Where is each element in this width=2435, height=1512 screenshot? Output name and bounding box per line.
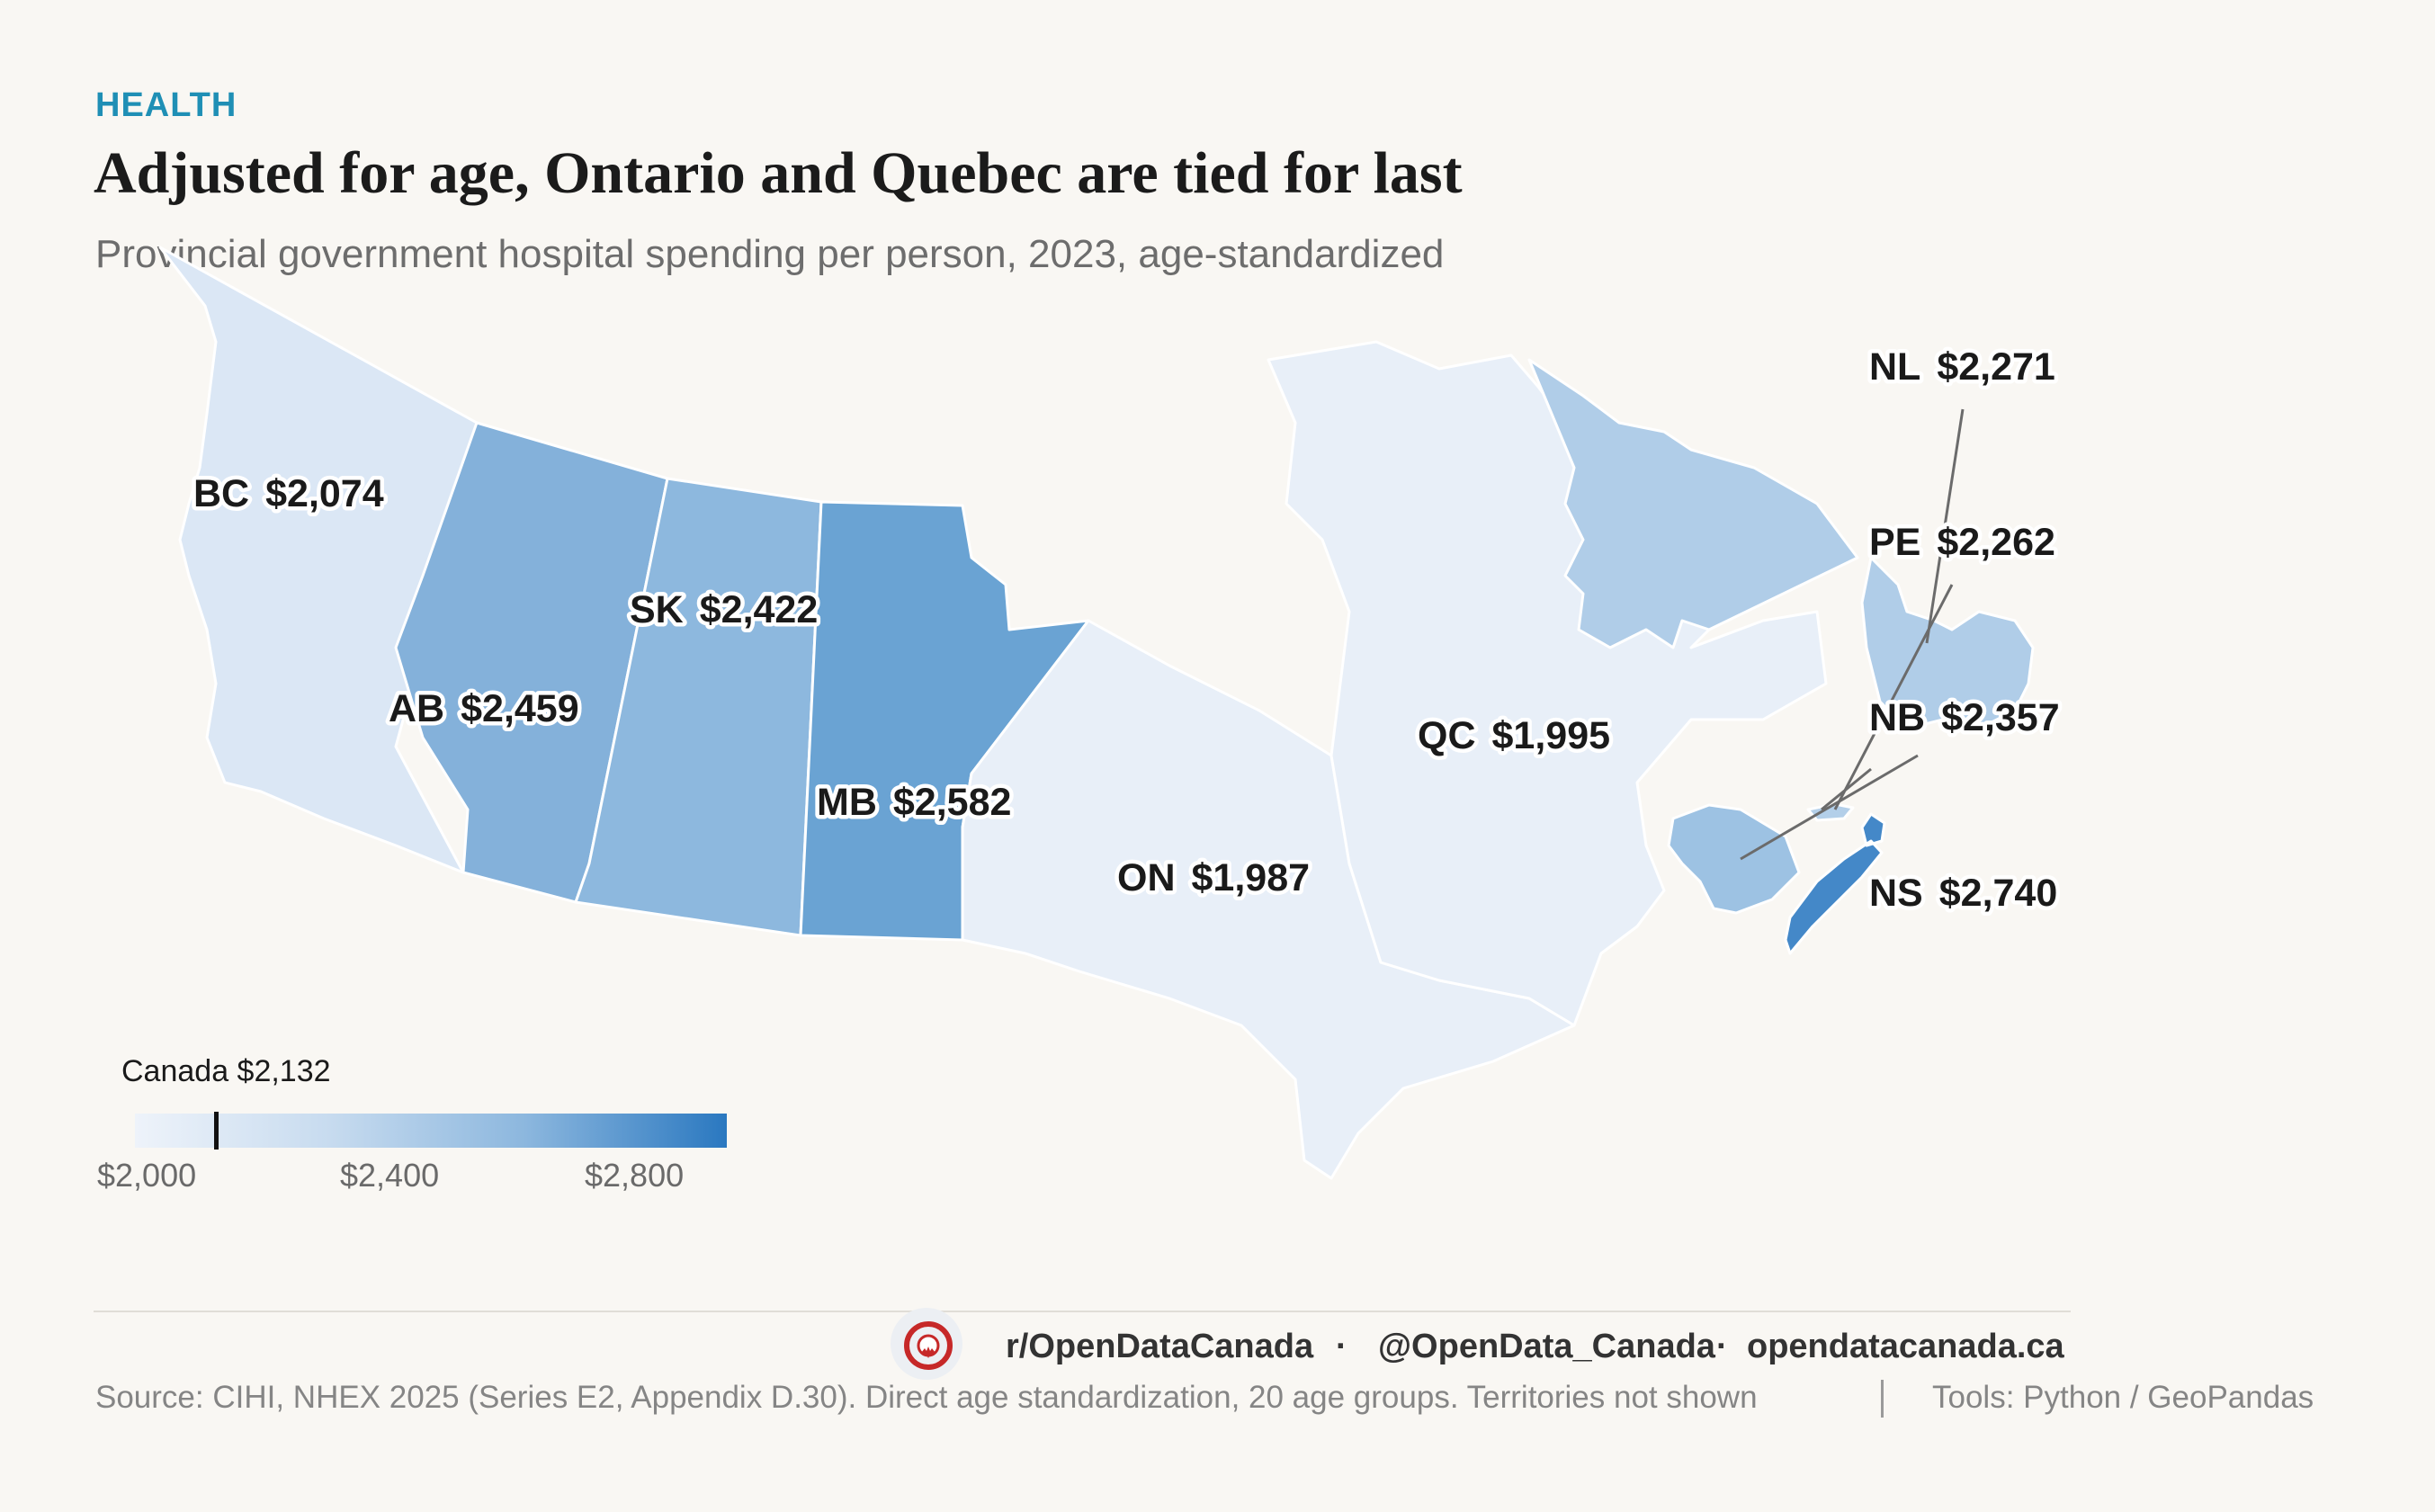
legend-tick-2400: $2,400 — [340, 1157, 440, 1194]
province-sk — [574, 477, 823, 937]
leader-line-nl — [1925, 408, 1965, 644]
legend-title: Canada $2,132 — [121, 1054, 331, 1088]
website-link[interactable]: opendatacanada.ca — [1747, 1328, 2064, 1365]
leader-line-nb — [1740, 754, 1919, 861]
province-ns — [1784, 812, 1886, 955]
footer-divider — [94, 1311, 2071, 1312]
chart-subtitle: Provincial government hospital spending … — [95, 232, 1445, 276]
source-note: Source: CIHI, NHEX 2025 (Series E2, Appe… — [95, 1380, 1758, 1415]
open-data-canada-logo-icon — [891, 1308, 962, 1380]
province-nl — [1527, 358, 1859, 649]
source-divider — [1881, 1380, 1884, 1418]
footer-separator: · — [1336, 1328, 1347, 1365]
label-qc: QC $1,995 — [1418, 714, 1610, 757]
chart-title: Adjusted for age, Ontario and Quebec are… — [94, 140, 1463, 206]
label-pe: PE $2,262 — [1869, 521, 2055, 564]
label-ab: AB $2,459 — [389, 687, 579, 730]
province-nl-island — [1860, 556, 2035, 730]
legend-national-marker — [214, 1112, 219, 1150]
footer-separator: · — [1716, 1328, 1728, 1365]
label-mb: MB $2,582 — [817, 781, 1011, 824]
label-nl: NL $2,271 — [1869, 345, 2055, 389]
label-ns: NS $2,740 — [1869, 872, 2057, 915]
label-bc: BC $2,074 — [193, 472, 384, 515]
reddit-link[interactable]: r/OpenDataCanada — [1006, 1328, 1314, 1365]
leader-line-pe — [1833, 584, 1954, 810]
twitter-link[interactable]: @OpenData_Canada — [1378, 1328, 1715, 1365]
leader-line-ns — [1821, 767, 1872, 811]
label-sk: SK $2,422 — [630, 588, 818, 631]
legend-color-bar — [135, 1114, 727, 1148]
label-nb: NB $2,357 — [1869, 696, 2060, 739]
legend-tick-2800: $2,800 — [585, 1157, 685, 1194]
tools-note: Tools: Python / GeoPandas — [1932, 1380, 2314, 1415]
province-nb — [1667, 803, 1801, 915]
label-on: ON $1,987 — [1117, 856, 1310, 899]
legend-tick-2000: $2,000 — [97, 1157, 197, 1194]
section-kicker: HEALTH — [95, 86, 237, 124]
